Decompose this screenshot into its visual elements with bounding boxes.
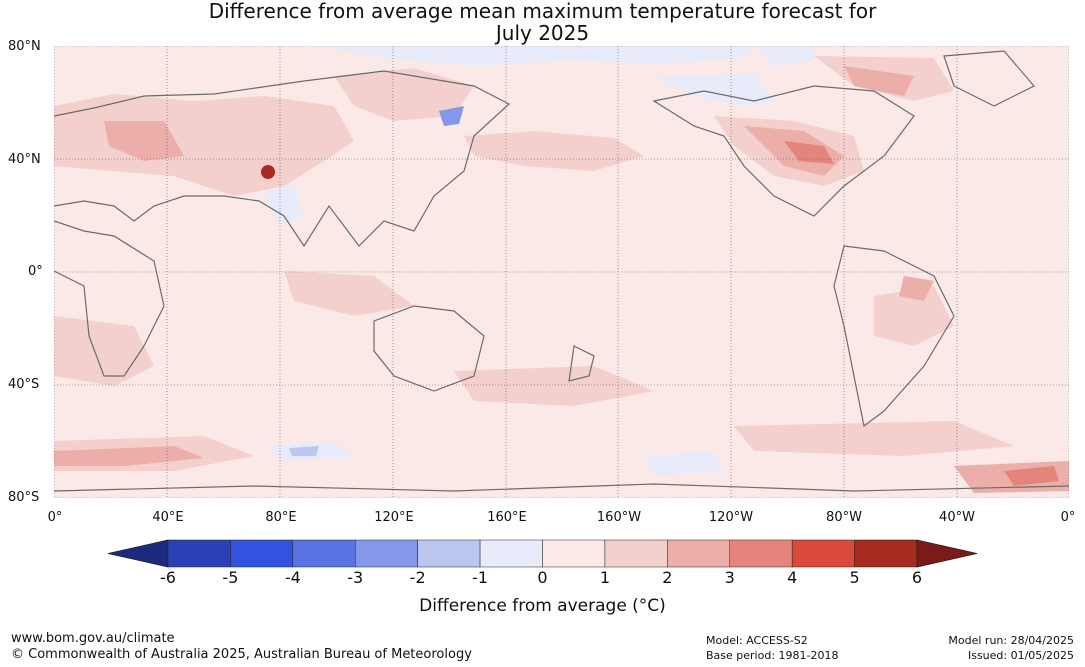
colorbar-tick-label: 1 <box>599 568 610 587</box>
lon-label-0-east: 0° <box>1060 510 1076 525</box>
lon-label-120w: 120°W <box>708 510 754 525</box>
colorbar-tick-label: -3 <box>347 568 364 587</box>
anomaly-hot-us <box>784 141 834 164</box>
temperature-anomaly-map <box>54 46 1069 498</box>
anomaly-hotspot-tibet <box>261 165 275 179</box>
anomaly-cool-okhotsk <box>439 106 464 126</box>
north-america-coast <box>652 85 915 217</box>
footer-left: www.bom.gov.au/climate © Commonwealth of… <box>11 631 472 663</box>
colorbar-arrow-high <box>916 539 978 568</box>
map-canvas <box>54 46 1069 498</box>
anomaly-warm-southern-ocean <box>54 446 204 466</box>
colorbar-tick-label: 5 <box>849 568 860 587</box>
footer-dates: Model run: 28/04/2025 Issued: 01/05/2025 <box>948 633 1074 663</box>
anomaly-indian-ocean <box>284 271 414 316</box>
coastlines <box>54 50 1069 492</box>
footer-model-run: Model run: 28/04/2025 <box>948 634 1074 647</box>
australia-coast <box>373 305 485 392</box>
footer-website: www.bom.gov.au/climate <box>11 631 175 646</box>
colorbar-segment <box>292 539 356 568</box>
colorbar-segment <box>542 539 606 568</box>
anomaly-cool-india <box>264 186 304 226</box>
south-america-coast <box>833 245 955 428</box>
lon-label-0: 0° <box>47 510 63 525</box>
map-title-line1: Difference from average mean maximum tem… <box>208 0 877 23</box>
anomaly-hot-antarctic <box>1004 466 1059 486</box>
anomaly-cool-arctic-2 <box>754 46 814 66</box>
greenland-coast <box>943 50 1035 107</box>
footer-issued: Issued: 01/05/2025 <box>967 649 1074 662</box>
anomaly-north-pacific <box>464 131 644 171</box>
colorbar-segment <box>604 539 668 568</box>
anomaly-warm-europe <box>104 121 184 161</box>
lon-label-160w: 160°W <box>596 510 642 525</box>
anomaly-siberia <box>334 68 474 121</box>
lat-label-40s: 40°S <box>8 377 40 392</box>
colorbar-segment <box>167 539 231 568</box>
colorbar-arrow-low <box>107 539 169 568</box>
lon-label-120e: 120°E <box>374 510 414 525</box>
colorbar-segment <box>667 539 730 568</box>
footer-model-info: Model: ACCESS-S2 Base period: 1981-2018 <box>706 633 838 663</box>
colorbar-segment <box>854 539 918 568</box>
lat-label-40n: 40°N <box>8 152 41 167</box>
anomaly-southern-ocean <box>734 421 1014 456</box>
lon-label-40w: 40°W <box>939 510 975 525</box>
colorbar-tick-label: 6 <box>911 568 923 587</box>
colorbar-tick-label: 4 <box>787 568 798 587</box>
lon-label-80w: 80°W <box>826 510 862 525</box>
lat-label-80n: 80°N <box>8 39 41 54</box>
anomaly-warm-arctic-canada <box>844 66 914 96</box>
anomaly-cool-south-pacific <box>644 451 724 476</box>
lon-label-40e: 40°E <box>152 510 184 525</box>
colorbar-tick-label: 3 <box>724 568 735 587</box>
new-zealand-coast <box>568 345 595 382</box>
anomaly-south-america <box>874 286 954 346</box>
colorbar-tick-label: -2 <box>409 568 426 587</box>
colorbar-tick-label: -1 <box>472 568 489 587</box>
colorbar-tick-label: -4 <box>284 568 301 587</box>
anomaly-cool-antarctic-core <box>289 446 319 456</box>
lat-label-80s: 80°S <box>8 490 40 505</box>
colorbar-segment <box>355 539 418 568</box>
colorbar-tick-label: -5 <box>222 568 239 587</box>
colorbar-tick-label: 2 <box>662 568 673 587</box>
colorbar-segment <box>791 539 855 568</box>
colorbar-tick-label: 0 <box>537 568 548 587</box>
lon-label-80e: 80°E <box>265 510 297 525</box>
colorbar-segment <box>230 539 294 568</box>
anomaly-south-pacific <box>454 366 654 406</box>
eurasia-coast <box>54 70 511 248</box>
map-title-line2: July 2025 <box>495 21 590 45</box>
footer-base-period: Base period: 1981-2018 <box>706 649 839 662</box>
anomaly-cool-arctic <box>314 46 754 66</box>
colorbar-segments <box>107 539 978 568</box>
colorbar-segment <box>417 539 481 568</box>
antarctica-coast <box>54 483 1069 492</box>
footer-model: Model: ACCESS-S2 <box>706 634 808 647</box>
anomaly-eurasia <box>54 94 354 196</box>
anomaly-warm-brazil <box>899 276 934 301</box>
graticule <box>54 46 1069 498</box>
colorbar-segment <box>479 539 543 568</box>
colorbar-tick-label: -6 <box>160 568 176 587</box>
africa-coast <box>54 220 165 377</box>
footer-copyright: © Commonwealth of Australia 2025, Austra… <box>11 647 472 662</box>
colorbar-segment <box>729 539 793 568</box>
lon-label-160e: 160°E <box>487 510 527 525</box>
lat-label-0: 0° <box>28 264 43 279</box>
colorbar-label: Difference from average (°C) <box>419 596 666 616</box>
anomaly-cool-canada <box>654 74 774 106</box>
